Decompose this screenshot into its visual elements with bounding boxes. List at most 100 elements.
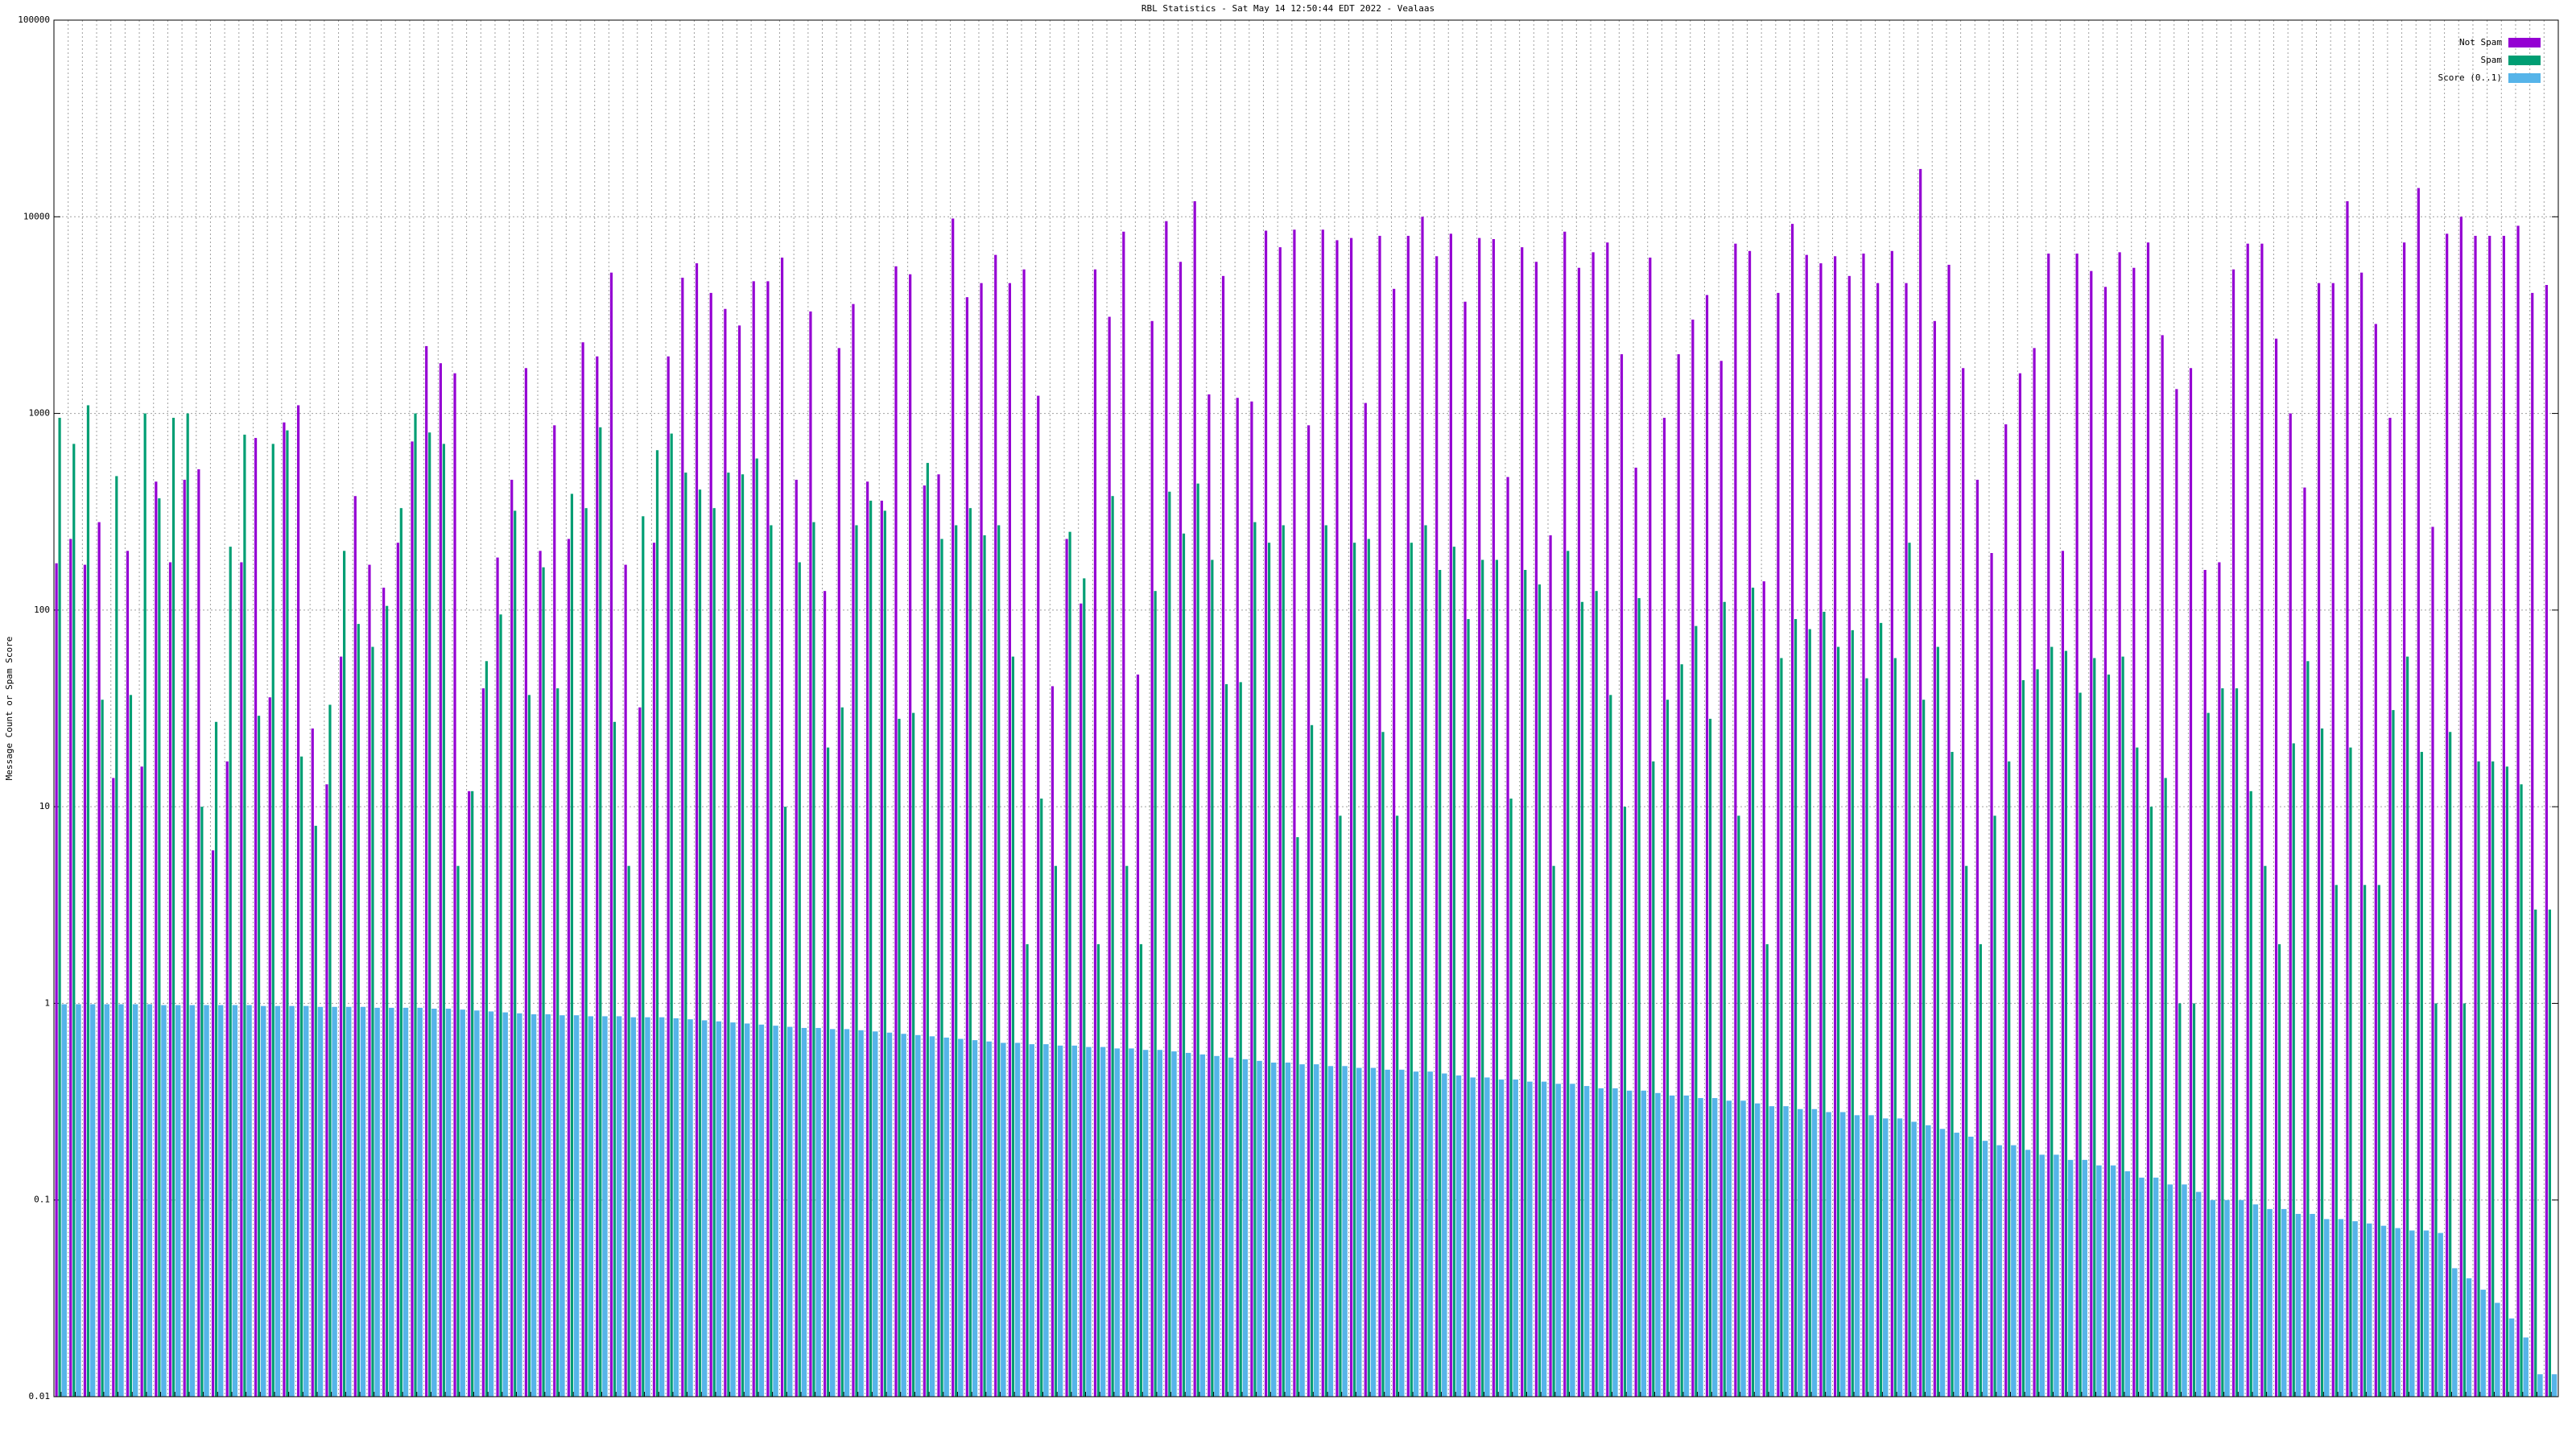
bar — [1797, 1108, 1803, 1397]
bar — [2018, 373, 2022, 1397]
bar — [527, 695, 531, 1397]
bar — [1563, 231, 1567, 1397]
bar — [1452, 547, 1455, 1397]
bar — [1498, 1080, 1505, 1397]
bar — [829, 1029, 836, 1397]
bar — [1609, 695, 1612, 1397]
bar — [2537, 1374, 2543, 1397]
bar — [2388, 418, 2392, 1397]
bar — [86, 405, 90, 1397]
bar — [257, 716, 261, 1397]
bar — [1096, 943, 1100, 1397]
bar — [1270, 1062, 1277, 1397]
bar — [2164, 778, 2167, 1397]
bar — [923, 485, 926, 1397]
bar — [667, 356, 670, 1397]
bar — [275, 1005, 281, 1397]
bar — [2459, 217, 2462, 1397]
bar — [97, 522, 101, 1397]
y-tick-label: 10 — [39, 801, 50, 811]
bar — [1506, 477, 1509, 1397]
bar — [2189, 368, 2193, 1397]
bar — [1947, 264, 1951, 1397]
bar — [171, 418, 175, 1397]
bar — [2004, 424, 2008, 1397]
bar — [616, 1016, 622, 1397]
bar — [1837, 646, 1840, 1397]
bar — [709, 292, 712, 1397]
bar — [1324, 525, 1327, 1397]
bar — [2153, 1177, 2159, 1397]
bar — [1224, 683, 1228, 1397]
bar — [1278, 247, 1282, 1397]
bar — [844, 1029, 850, 1397]
bar — [545, 1013, 551, 1397]
bar — [972, 1040, 978, 1397]
bar — [901, 1034, 906, 1397]
bar — [898, 718, 901, 1397]
bar — [1680, 664, 1683, 1397]
bar — [1541, 1081, 1547, 1397]
bar — [1185, 1052, 1191, 1397]
bar — [101, 700, 104, 1397]
bar — [1780, 658, 1783, 1397]
bar — [357, 624, 360, 1397]
bar — [980, 283, 983, 1397]
bar — [1652, 761, 1655, 1397]
bar — [2274, 338, 2278, 1397]
bar — [858, 1030, 864, 1397]
bar — [1719, 361, 1723, 1397]
bar — [798, 562, 801, 1397]
bar — [1851, 630, 1854, 1397]
bar — [730, 1022, 736, 1397]
bar — [2449, 732, 2452, 1397]
bar — [1022, 269, 1026, 1397]
bar — [1868, 1115, 1874, 1397]
bar — [1527, 1081, 1533, 1397]
bar — [780, 258, 784, 1397]
bar — [1208, 394, 1211, 1397]
bar — [1591, 252, 1595, 1397]
bar — [1043, 1044, 1049, 1397]
bar — [1111, 496, 1114, 1397]
bar — [104, 1004, 110, 1397]
bar — [510, 479, 514, 1397]
y-axis-label: Message Count or Spam Score — [4, 637, 14, 781]
bar — [1142, 1050, 1149, 1397]
bar — [873, 1031, 878, 1397]
bar — [766, 281, 770, 1397]
bar — [684, 473, 687, 1397]
bar — [1754, 1103, 1761, 1397]
bar — [1139, 943, 1143, 1397]
bar — [1228, 1057, 1234, 1397]
bar — [584, 508, 588, 1397]
bar — [2281, 1208, 2287, 1397]
bar — [2480, 1290, 2486, 1397]
bar — [1524, 569, 1527, 1397]
bar — [1919, 168, 1922, 1397]
bar — [1762, 581, 1765, 1397]
bar — [581, 342, 584, 1397]
bar — [840, 707, 844, 1397]
bar — [613, 721, 617, 1397]
bar — [1993, 815, 1996, 1397]
bar — [289, 1005, 295, 1397]
bar — [1367, 539, 1370, 1397]
bar — [55, 563, 58, 1397]
bar — [758, 1024, 765, 1397]
bar — [1626, 1090, 1633, 1397]
bar — [1740, 1100, 1746, 1397]
bar — [346, 1006, 352, 1397]
bar — [1168, 491, 1171, 1397]
chart-title: RBL Statistics - Sat May 14 12:50:44 EDT… — [1141, 3, 1435, 14]
bar — [1193, 200, 1196, 1397]
bar — [744, 1023, 750, 1397]
bar — [2246, 243, 2249, 1397]
bar — [1634, 467, 1637, 1397]
bar — [624, 564, 627, 1397]
bar — [2346, 200, 2349, 1397]
bar — [471, 791, 474, 1397]
bar — [76, 1004, 81, 1397]
bar — [1449, 233, 1452, 1397]
bar — [1470, 1077, 1476, 1397]
